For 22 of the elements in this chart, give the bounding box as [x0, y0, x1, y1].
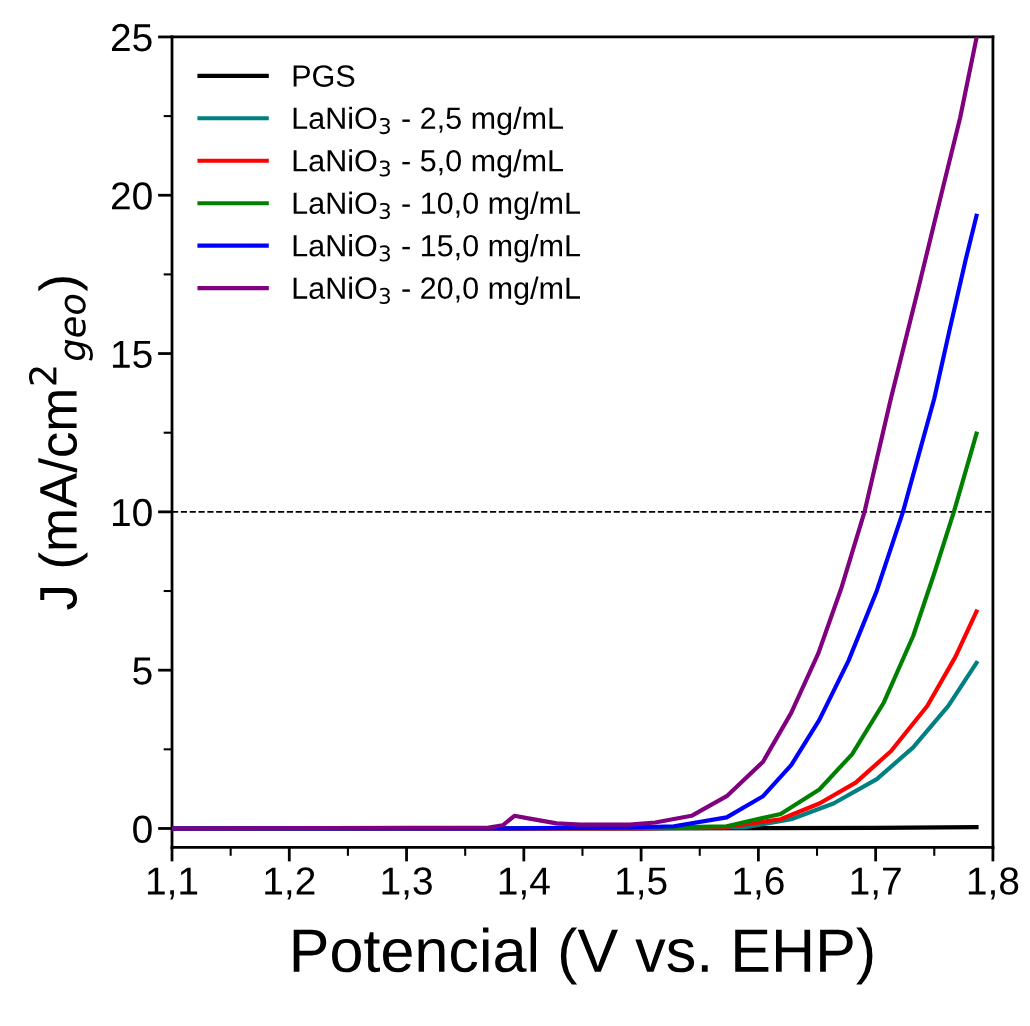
- x-tick-label: 1,8: [968, 867, 1019, 900]
- legend-label: PGS: [293, 65, 355, 87]
- legend-label: LaNiO$_{3}$ - 20,0 mg/mL: [293, 276, 580, 306]
- x-tick-label: 1,7: [851, 867, 901, 900]
- x-tick-label: 1,1: [147, 867, 198, 900]
- legend-label: LaNiO$_{3}$ - 5,0 mg/mL: [293, 149, 564, 178]
- y-tick-label: 25: [111, 23, 152, 52]
- x-tick-label: 1,2: [265, 867, 315, 900]
- legend-label: LaNiO$_{3}$ - 10,0 mg/mL: [293, 191, 580, 221]
- legend-label: LaNiO$_{3}$ - 15,0 mg/mL: [293, 234, 580, 263]
- y-tick-label: 20: [111, 182, 152, 210]
- y-tick-label: 0: [133, 815, 152, 843]
- x-tick-label: 1,3: [382, 867, 432, 900]
- x-tick-label: 1,4: [499, 867, 550, 900]
- y-axis-title: J (mA/cm$^{2}$$_{geo}$): [28, 277, 93, 610]
- x-tick-label: 1,5: [617, 867, 667, 900]
- y-tick-label: 15: [112, 340, 152, 369]
- y-tick-label: 10: [112, 498, 152, 527]
- y-tick-label: 5: [133, 657, 152, 685]
- x-tick-label: 1,6: [734, 867, 784, 900]
- legend-label: LaNiO$_{3}$ - 2,5 mg/mL: [293, 106, 564, 136]
- x-axis-title: Potencial (V vs. EHP): [293, 927, 873, 985]
